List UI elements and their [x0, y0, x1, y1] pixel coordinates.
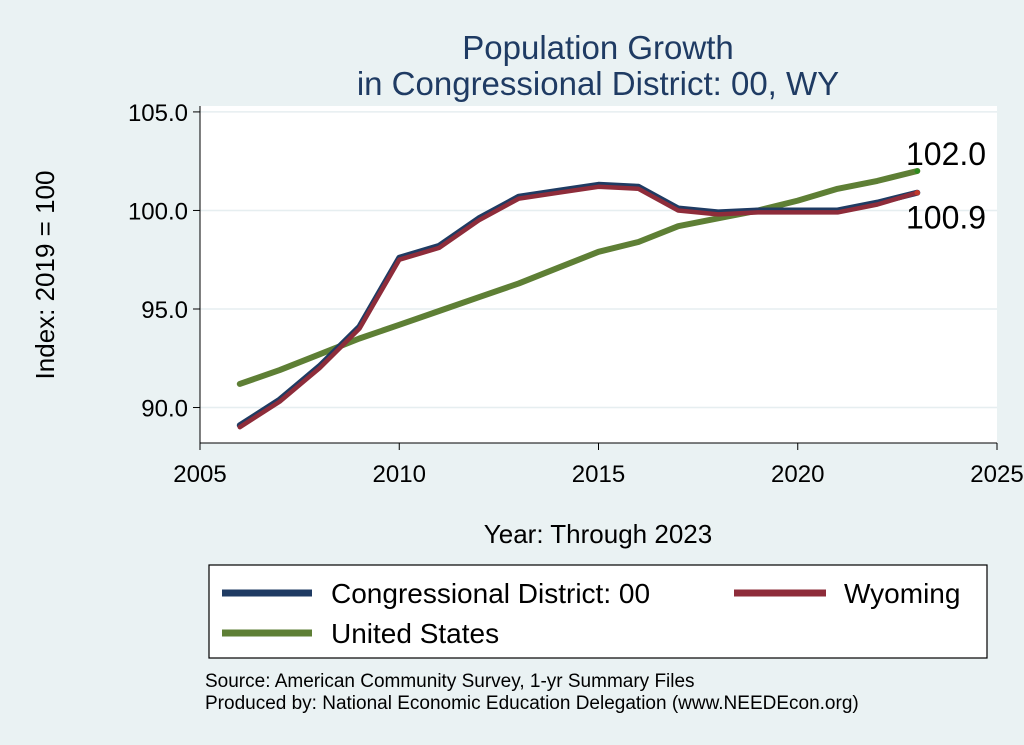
x-axis-title: Year: Through 2023 — [484, 519, 712, 549]
x-tick-label: 2025 — [970, 461, 1023, 488]
chart-title-line-1: Population Growth — [462, 29, 734, 66]
x-tick-label: 2015 — [572, 461, 625, 488]
end-point-marker — [914, 168, 921, 174]
source-note: Source: American Community Survey, 1-yr … — [205, 671, 695, 692]
end-value-labels: 102.0 100.9 — [906, 136, 986, 236]
x-tick-label: 2005 — [173, 461, 226, 488]
grid-lines — [200, 111, 997, 409]
legend-label: United States — [331, 618, 499, 649]
plot-area — [200, 106, 997, 443]
series-line-wyoming — [237, 184, 920, 430]
legend-label: Congressional District: 00 — [331, 578, 650, 609]
axes: 90.0 95.0 100.0 105.0 2005 2010 2015 2020 2025 — [128, 100, 1024, 488]
series-line-united-states — [236, 168, 921, 387]
end-value-label: 102.0 — [906, 136, 986, 172]
legend-box — [208, 564, 988, 659]
end-point-marker — [914, 189, 921, 196]
y-tick-label: 105.0 — [128, 100, 188, 127]
x-tick-label: 2020 — [771, 461, 824, 488]
end-value-label: 100.9 — [906, 200, 986, 236]
y-tick-label: 90.0 — [141, 396, 188, 423]
producer-note: Produced by: National Economic Education… — [205, 693, 859, 714]
x-tick-label: 2010 — [373, 461, 426, 488]
legend: Congressional District: 00 Wyoming United … — [222, 578, 960, 649]
chart-title-line-2: in Congressional District: 00, WY — [357, 65, 839, 102]
y-axis-title: Index: 2019 = 100 — [30, 171, 60, 380]
y-tick-label: 95.0 — [141, 297, 188, 324]
y-tick-label: 100.0 — [128, 198, 188, 225]
series-lines — [236, 168, 921, 430]
legend-label: Wyoming — [844, 578, 960, 609]
